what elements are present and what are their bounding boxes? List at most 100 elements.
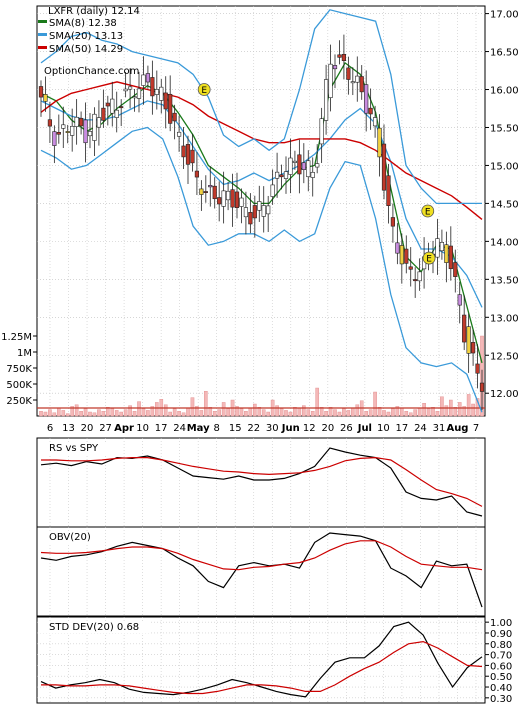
volume-bar	[141, 408, 146, 417]
y-tick-label: 0.30	[490, 694, 512, 705]
rs-panel	[36, 437, 486, 529]
y-tick-label: 0.60	[490, 661, 512, 672]
volume-bar	[368, 409, 373, 417]
volume-bar	[83, 408, 88, 417]
candle-body	[274, 171, 280, 179]
volume-bar	[137, 401, 141, 417]
price-panel	[36, 5, 486, 417]
legend-swatch	[38, 46, 47, 49]
candle-body	[252, 205, 257, 219]
volume-bar	[324, 411, 328, 417]
volume-bar	[400, 407, 404, 417]
candle-body	[279, 174, 284, 178]
candle-body	[61, 124, 66, 129]
volume-bar	[253, 403, 257, 417]
earnings-marker-label: E	[201, 86, 207, 96]
volume-bar	[217, 409, 221, 417]
candle-body	[92, 113, 97, 141]
volume-bar	[212, 411, 217, 417]
candle-body	[47, 119, 53, 127]
rs-lines	[40, 447, 483, 517]
legend-label: SMA(8) 12.38	[49, 18, 117, 29]
volume-bar	[395, 406, 400, 417]
volume-bar	[386, 411, 391, 417]
volume-bar	[43, 411, 48, 417]
volume-bar	[279, 408, 284, 417]
obv-lines	[40, 532, 483, 608]
volume-bar	[315, 387, 319, 417]
earnings-marker-label: E	[425, 208, 431, 218]
volume-bar	[422, 403, 426, 417]
candle-body	[221, 190, 226, 207]
x-tick-label: 10	[377, 423, 390, 434]
earnings-marker	[421, 204, 435, 218]
volume-bar	[413, 409, 417, 417]
y-tick-label: 15.00	[490, 161, 519, 172]
candle-body	[381, 143, 387, 191]
volume-bar	[244, 411, 248, 417]
x-tick-label: 24	[173, 423, 186, 434]
candle-body	[176, 131, 182, 137]
candle-body	[470, 342, 476, 354]
volume-bar	[466, 394, 471, 417]
y-tick-label: 14.50	[490, 199, 519, 210]
candle-body	[145, 73, 151, 83]
y-tick-label: 0.40	[490, 683, 512, 694]
volume-bar	[39, 411, 43, 417]
y-tick-label: 0.80	[490, 640, 512, 651]
volume-bar	[453, 407, 458, 417]
x-tick-label: 6	[47, 423, 53, 434]
volume-bar	[181, 412, 186, 417]
volume-bar	[440, 396, 444, 417]
candle-body	[208, 185, 213, 188]
volume-bar	[471, 403, 475, 417]
candle-body	[266, 205, 271, 215]
y-tick-label: 250K	[6, 396, 32, 407]
candle-body	[257, 201, 262, 211]
candle-body	[194, 170, 200, 178]
candle-body	[110, 98, 115, 114]
indicator-line	[40, 540, 483, 571]
candle-body	[457, 294, 462, 306]
candle-body	[337, 54, 342, 58]
obv-panel	[36, 526, 486, 617]
volume-bar	[431, 407, 435, 417]
volume-bar	[92, 412, 97, 417]
candle-body	[150, 77, 155, 97]
candle-body	[444, 244, 449, 263]
candle-body	[261, 205, 266, 217]
series-line	[40, 61, 483, 364]
y-tick-label: 1M	[17, 348, 32, 359]
y-tick-label: 1.25M	[1, 332, 32, 343]
candle-body	[159, 86, 164, 101]
x-tick-label: May	[187, 423, 210, 434]
x-tick-label: 10	[136, 423, 149, 434]
volume-bar	[61, 410, 66, 417]
volume-bar	[293, 407, 297, 417]
y-tick-label: 0.70	[490, 651, 512, 662]
volume-bar	[435, 411, 440, 417]
candle-body	[74, 116, 79, 127]
earnings-marker	[422, 251, 436, 265]
volume-bar	[248, 407, 253, 417]
volume-bar	[221, 402, 226, 417]
candle-body	[87, 131, 93, 137]
candle-body	[136, 88, 142, 99]
volume-bar	[297, 407, 302, 417]
candle-body	[132, 96, 137, 99]
volume-bar	[177, 411, 181, 417]
indicator-line	[40, 532, 483, 608]
indicator-line	[40, 621, 483, 698]
candle-body	[368, 107, 373, 115]
stddev-title: STD DEV(20) 0.68	[49, 622, 139, 633]
x-tick-label: 24	[414, 423, 427, 434]
candle-body	[332, 65, 338, 70]
x-tick-label: 20	[321, 423, 334, 434]
candle-body	[341, 53, 347, 61]
candle-body	[315, 163, 320, 168]
volume-bar	[195, 406, 199, 417]
candle-body	[319, 118, 324, 145]
candle-body	[462, 314, 467, 343]
y-tick-label: 16.50	[490, 48, 519, 59]
volume-bar	[114, 410, 119, 417]
